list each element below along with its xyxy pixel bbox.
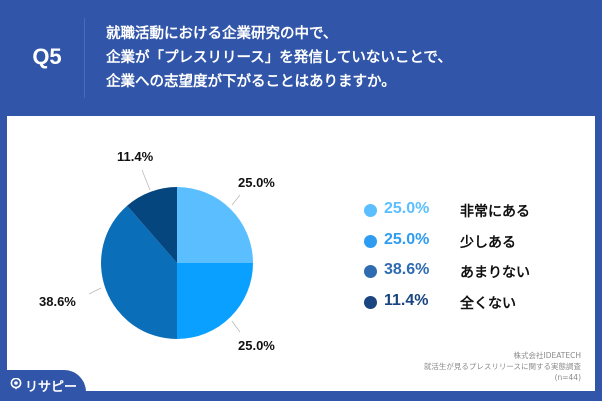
leader-line <box>231 320 241 333</box>
question-line: 企業への志望度が下がることはありますか。 <box>106 74 396 90</box>
leader-line <box>88 287 102 295</box>
source-sample: (n=44) <box>554 373 581 382</box>
pin-icon <box>10 378 22 390</box>
legend-pct: 25.0% <box>384 200 430 217</box>
pie-label-top-left: 11.4% <box>117 149 154 164</box>
chart-panel: 25.0% 25.0% 38.6% 11.4% 株式会社IDEATECH 就活生… <box>7 116 595 391</box>
legend-item: 38.6% あまりない <box>360 261 560 281</box>
question-line: 就職活動における企業研究の中で、 <box>106 26 338 42</box>
source-survey: 就活生が見るプレスリリースに関する実態調査 <box>423 362 581 371</box>
legend-pct: 11.4% <box>384 292 429 309</box>
legend-pct: 38.6% <box>384 261 430 278</box>
legend-dot-icon <box>364 265 377 278</box>
question-text: 就職活動における企業研究の中で、 企業が「プレスリリース」を発信していないことで… <box>106 22 452 94</box>
question-line: 企業が「プレスリリース」を発信していないことで、 <box>106 50 452 66</box>
legend-dot-icon <box>364 204 377 217</box>
pie-label-left: 38.6% <box>39 294 76 309</box>
pie-label-top-right: 25.0% <box>238 175 275 190</box>
leader-line <box>231 194 241 206</box>
legend-item: 11.4% 全くない <box>360 292 560 312</box>
legend-label: 少しある <box>460 235 516 251</box>
brand-name: リサピー <box>25 380 78 395</box>
pie-chart <box>88 169 253 339</box>
brand-logo: リサピー <box>0 370 86 401</box>
source-company: 株式会社IDEATECH <box>513 351 581 360</box>
leader-line <box>141 169 151 191</box>
legend-dot-icon <box>364 296 377 309</box>
question-number: Q5 <box>32 44 62 69</box>
source-note: 株式会社IDEATECH 就活生が見るプレスリリースに関する実態調査 (n=44… <box>424 350 581 383</box>
legend-label: 全くない <box>460 296 516 312</box>
pie-slice-somewhat <box>177 263 253 339</box>
pie-slice-not-at-all <box>127 187 177 263</box>
legend-pct: 25.0% <box>384 231 430 248</box>
legend-item: 25.0% 非常にある <box>360 200 560 220</box>
legend-label: あまりない <box>460 265 530 281</box>
legend-label: 非常にある <box>460 204 530 220</box>
legend-item: 25.0% 少しある <box>360 231 560 251</box>
pie-slice-very-much <box>177 187 253 263</box>
pie-slice-not-much <box>101 205 177 339</box>
pie-label-bottom-right: 25.0% <box>238 338 275 353</box>
legend-dot-icon <box>364 235 377 248</box>
question-header: Q5 就職活動における企業研究の中で、 企業が「プレスリリース」を発信していない… <box>0 0 602 116</box>
header-divider <box>84 18 85 98</box>
